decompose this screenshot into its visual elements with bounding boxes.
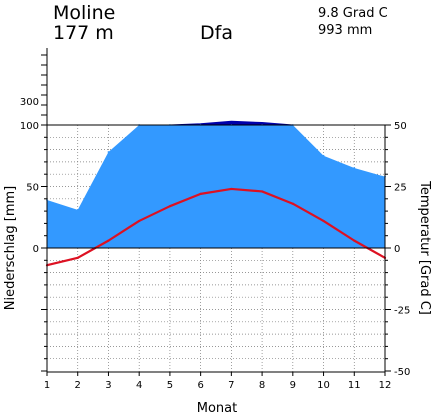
precipitation-point [353,167,356,169]
temperature-point [138,219,141,223]
x-tick-label: 8 [259,380,265,391]
y-right-tick-label: 0 [394,244,400,255]
y-left-tick-label: 300 [20,97,39,108]
temperature-point [260,190,264,193]
x-tick-label: 7 [228,380,234,391]
temperature-point [291,202,294,205]
y-right-tick-label: 25 [394,183,407,194]
station-name: Moline [53,2,116,24]
y-left-tick-label: 50 [26,183,39,194]
temperature-point [230,187,233,191]
x-tick-label: 5 [167,380,173,391]
precipitation-point [107,151,110,153]
temperature-point [322,219,325,223]
temperature-point [353,239,356,242]
climate-classification: Dfa [200,22,233,44]
x-tick-label: 2 [75,380,81,391]
y-left-tick-label: 100 [20,121,39,132]
x-tick-label: 3 [105,380,111,391]
annual-precipitation: 993 mm [318,23,373,38]
axes [41,48,391,376]
temperature-point [168,205,172,208]
precipitation-excess [47,120,385,126]
y-left-tick-label: 0 [33,244,39,255]
temperature-line [46,187,386,267]
temperature-point [199,192,202,195]
y-right-tick-label: -50 [394,367,410,378]
x-tick-label: 6 [197,380,203,391]
mean-temperature: 9.8 Grad C [318,6,388,21]
x-tick-label: 11 [348,380,361,391]
y-axis-left-label: Niederschlag [mm] [3,186,18,311]
y-right-tick-label: -25 [394,306,410,317]
precipitation-point [76,208,79,211]
temperature-point [107,239,110,242]
precipitation-area-fill [47,125,385,248]
temperature-point [76,256,79,259]
x-axis-label: Monat [197,401,237,416]
y-right-tick-label: 50 [394,121,407,132]
precipitation-point [322,154,325,157]
x-tick-label: 9 [290,380,296,391]
x-tick-label: 12 [379,380,392,391]
station-elevation: 177 m [53,22,114,44]
x-tick-label: 1 [44,380,50,391]
x-tick-label: 10 [317,380,330,391]
x-tick-label: 4 [136,380,142,391]
y-axis-right-label: Temperatur [Grad C] [417,180,432,315]
